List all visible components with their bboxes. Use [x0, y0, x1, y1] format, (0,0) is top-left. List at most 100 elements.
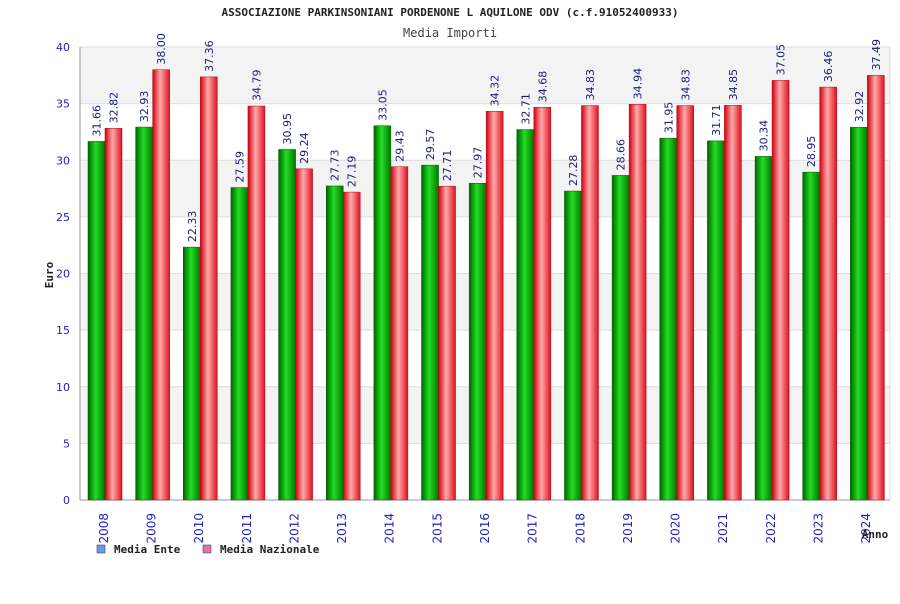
- value-label-media-ente-2021: 31.71: [710, 104, 723, 136]
- legend-swatch-media-ente: [96, 544, 106, 554]
- x-tick-label-2016: 2016: [478, 513, 492, 544]
- legend-swatch-media-nazionale: [202, 544, 212, 554]
- value-label-media-nazionale-2023: 36.46: [822, 51, 835, 83]
- value-label-media-nazionale-2014: 29.43: [393, 130, 406, 162]
- bar-media-nazionale-2010: [200, 76, 218, 501]
- value-label-media-ente-2012: 30.95: [281, 113, 294, 145]
- value-label-media-ente-2015: 29.57: [424, 129, 437, 161]
- value-label-media-ente-2018: 27.28: [567, 155, 580, 187]
- y-axis-label: Euro: [43, 261, 56, 288]
- value-label-media-nazionale-2024: 37.49: [870, 39, 883, 71]
- value-label-media-nazionale-2011: 34.79: [250, 70, 263, 102]
- bar-media-ente-2010: [183, 246, 201, 501]
- value-label-media-ente-2008: 31.66: [91, 105, 104, 137]
- value-label-media-nazionale-2016: 34.32: [489, 75, 502, 107]
- x-tick-label-2015: 2015: [430, 513, 444, 544]
- bar-media-ente-2012: [278, 149, 296, 501]
- chart-title: ASSOCIAZIONE PARKINSONIANI PORDENONE L A…: [222, 6, 679, 19]
- bar-media-ente-2018: [564, 190, 582, 501]
- value-label-media-nazionale-2021: 34.85: [727, 69, 740, 101]
- bar-media-nazionale-2021: [724, 105, 742, 501]
- y-tick-label: 35: [56, 98, 70, 111]
- x-tick-label-2013: 2013: [335, 513, 349, 544]
- bar-media-ente-2014: [373, 125, 392, 501]
- value-label-media-nazionale-2022: 37.05: [775, 44, 788, 76]
- value-label-media-nazionale-2019: 34.94: [632, 68, 645, 100]
- y-tick-label: 0: [63, 494, 70, 507]
- y-tick-label: 10: [56, 381, 70, 394]
- bar-media-ente-2022: [754, 156, 773, 501]
- value-label-media-ente-2019: 28.66: [615, 139, 628, 171]
- bar-media-ente-2019: [611, 175, 630, 501]
- bar-media-nazionale-2015: [438, 185, 456, 501]
- y-tick-label: 15: [56, 324, 70, 337]
- bar-media-nazionale-2013: [342, 191, 361, 501]
- value-label-media-ente-2010: 22.33: [186, 211, 199, 243]
- bar-media-nazionale-2023: [819, 86, 837, 501]
- x-tick-label-2023: 2023: [812, 513, 826, 544]
- value-label-media-ente-2023: 28.95: [805, 136, 818, 168]
- bar-media-ente-2016: [468, 182, 487, 501]
- bar-media-ente-2015: [421, 164, 439, 501]
- y-tick-label: 20: [56, 268, 70, 281]
- bar-media-nazionale-2018: [581, 105, 599, 501]
- x-tick-label-2021: 2021: [716, 513, 730, 544]
- value-label-media-nazionale-2010: 37.36: [203, 40, 216, 72]
- value-label-media-ente-2022: 30.34: [758, 120, 771, 152]
- bar-media-nazionale-2017: [533, 106, 552, 501]
- x-tick-label-2012: 2012: [287, 513, 301, 544]
- x-tick-label-2022: 2022: [764, 513, 778, 544]
- bar-media-nazionale-2022: [771, 80, 790, 501]
- value-label-media-nazionale-2009: 38.00: [155, 33, 168, 65]
- x-tick-label-2008: 2008: [97, 513, 111, 544]
- value-label-media-ente-2013: 27.73: [329, 149, 342, 181]
- bar-media-nazionale-2016: [485, 111, 504, 501]
- value-label-media-ente-2014: 33.05: [376, 89, 389, 121]
- x-tick-label-2018: 2018: [573, 513, 587, 544]
- x-tick-label-2014: 2014: [383, 513, 397, 544]
- x-tick-label-2020: 2020: [669, 513, 683, 544]
- bar-media-nazionale-2019: [628, 104, 647, 501]
- bar-media-ente-2023: [802, 171, 820, 501]
- legend: Media Ente Media Nazionale: [96, 543, 320, 556]
- bar-media-nazionale-2008: [104, 128, 123, 501]
- bar-media-ente-2008: [87, 141, 106, 501]
- bar-media-nazionale-2009: [152, 69, 170, 501]
- x-tick-label-2017: 2017: [526, 513, 540, 544]
- y-tick-label: 5: [63, 437, 70, 450]
- bar-media-nazionale-2011: [247, 105, 266, 501]
- bar-media-ente-2009: [135, 126, 153, 501]
- x-tick-label-2024: 2024: [859, 513, 873, 544]
- x-axis-label: Anno: [862, 528, 889, 541]
- x-tick-label-2010: 2010: [192, 513, 206, 544]
- bar-media-ente-2013: [325, 185, 344, 501]
- value-label-media-ente-2017: 32.71: [519, 93, 532, 125]
- value-label-media-nazionale-2012: 29.24: [298, 132, 311, 164]
- bar-media-nazionale-2020: [676, 105, 695, 501]
- bar-media-nazionale-2024: [867, 75, 885, 501]
- value-label-media-nazionale-2018: 34.83: [584, 69, 597, 101]
- legend-label-media-nazionale: Media Nazionale: [220, 543, 320, 556]
- y-tick-label: 30: [56, 154, 70, 167]
- x-tick-label-2019: 2019: [621, 513, 635, 544]
- bar-media-ente-2024: [850, 126, 868, 501]
- bar-media-nazionale-2014: [390, 166, 409, 501]
- bar-media-ente-2021: [707, 140, 725, 501]
- value-label-media-nazionale-2015: 27.71: [441, 150, 454, 182]
- bar-media-ente-2011: [230, 187, 249, 501]
- y-tick-label: 40: [56, 41, 70, 54]
- value-label-media-ente-2016: 27.97: [472, 147, 485, 179]
- value-label-media-ente-2009: 32.93: [138, 91, 151, 123]
- value-label-media-ente-2020: 31.95: [662, 102, 675, 134]
- y-tick-label: 25: [56, 211, 70, 224]
- chart-subtitle: Media Importi: [403, 26, 497, 40]
- legend-label-media-ente: Media Ente: [114, 543, 181, 556]
- bar-media-ente-2017: [516, 129, 535, 501]
- bar-media-ente-2020: [659, 137, 678, 501]
- value-label-media-nazionale-2020: 34.83: [679, 69, 692, 101]
- value-label-media-ente-2024: 32.92: [853, 91, 866, 123]
- value-label-media-nazionale-2017: 34.68: [536, 71, 549, 103]
- x-tick-label-2011: 2011: [240, 513, 254, 544]
